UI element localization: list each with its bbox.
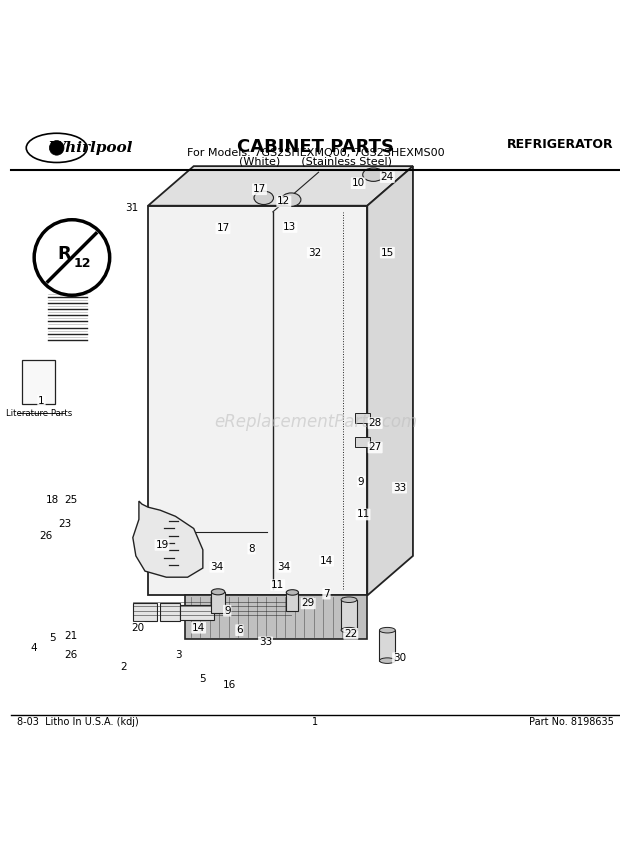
Text: 8: 8 [248,544,255,554]
Text: CABINET PARTS: CABINET PARTS [237,138,394,156]
Bar [160,603,180,621]
Ellipse shape [341,597,357,603]
Text: 26: 26 [40,532,53,541]
Bar [355,413,370,423]
Text: 17: 17 [216,223,229,233]
Text: 5: 5 [200,674,206,684]
Polygon shape [367,166,413,596]
Text: 22: 22 [344,629,358,639]
Polygon shape [148,166,413,205]
Bar [379,630,396,661]
Bar [355,437,370,448]
Text: REFRIGERATOR: REFRIGERATOR [507,138,614,151]
Text: 27: 27 [368,443,382,453]
Text: 19: 19 [156,540,169,550]
Text: 31: 31 [125,203,138,212]
Text: 21: 21 [64,631,78,641]
Text: 18: 18 [46,495,59,505]
Text: Whirlpool: Whirlpool [48,140,133,155]
Bar [286,592,298,610]
Text: 28: 28 [368,418,382,428]
Text: 12: 12 [277,197,290,206]
Text: 33: 33 [393,483,406,493]
Text: 13: 13 [283,222,296,232]
Polygon shape [133,501,203,577]
Text: 14: 14 [192,623,205,633]
Text: 6: 6 [236,625,242,635]
Text: 7: 7 [323,589,330,598]
Bar [148,205,367,596]
Text: 2: 2 [120,663,127,672]
Text: 16: 16 [223,680,236,690]
Ellipse shape [379,627,396,633]
Text: 5: 5 [49,633,56,643]
Text: eReplacementParts.com: eReplacementParts.com [214,413,417,431]
Ellipse shape [379,658,396,663]
Text: 9: 9 [358,477,365,486]
Text: 24: 24 [381,172,394,182]
Text: R: R [57,246,71,264]
Text: 26: 26 [64,650,78,659]
Bar [180,604,214,620]
Text: Part No. 8198635: Part No. 8198635 [529,716,614,727]
Text: 14: 14 [320,556,333,566]
Text: 8-03  Litho In U.S.A. (kdj): 8-03 Litho In U.S.A. (kdj) [17,716,139,727]
Text: For Models: 7GS2SHEXMQ00, 7GS2SHEXMS00: For Models: 7GS2SHEXMQ00, 7GS2SHEXMS00 [187,148,445,158]
Text: 1: 1 [312,716,319,727]
Circle shape [50,140,64,155]
Text: 33: 33 [259,638,272,647]
Bar [22,360,55,404]
Text: 3: 3 [175,650,182,659]
Text: (White)      (Stainless Steel): (White) (Stainless Steel) [239,157,392,166]
Bar [341,600,357,630]
Text: 4: 4 [31,644,37,653]
Text: 29: 29 [301,598,315,609]
Text: 34: 34 [210,562,223,572]
Bar [211,591,225,613]
Ellipse shape [286,590,298,595]
Bar [185,596,367,639]
Text: 20: 20 [131,623,144,633]
Text: 10: 10 [352,178,365,188]
Text: 9: 9 [224,606,231,615]
Ellipse shape [341,627,357,633]
Bar [133,603,157,621]
Text: 25: 25 [64,495,78,505]
Text: 32: 32 [308,247,321,258]
Text: 23: 23 [58,520,71,529]
Text: 15: 15 [381,247,394,258]
Text: 17: 17 [253,184,266,194]
Ellipse shape [281,193,301,206]
Ellipse shape [363,168,384,181]
Ellipse shape [211,589,225,595]
Text: Literature Parts: Literature Parts [6,408,72,418]
Text: 11: 11 [356,509,370,520]
Text: 12: 12 [73,257,91,270]
Text: 34: 34 [277,562,290,572]
Ellipse shape [254,191,273,205]
Text: 30: 30 [393,653,406,663]
Text: 11: 11 [271,580,285,590]
Text: 1: 1 [38,395,45,406]
